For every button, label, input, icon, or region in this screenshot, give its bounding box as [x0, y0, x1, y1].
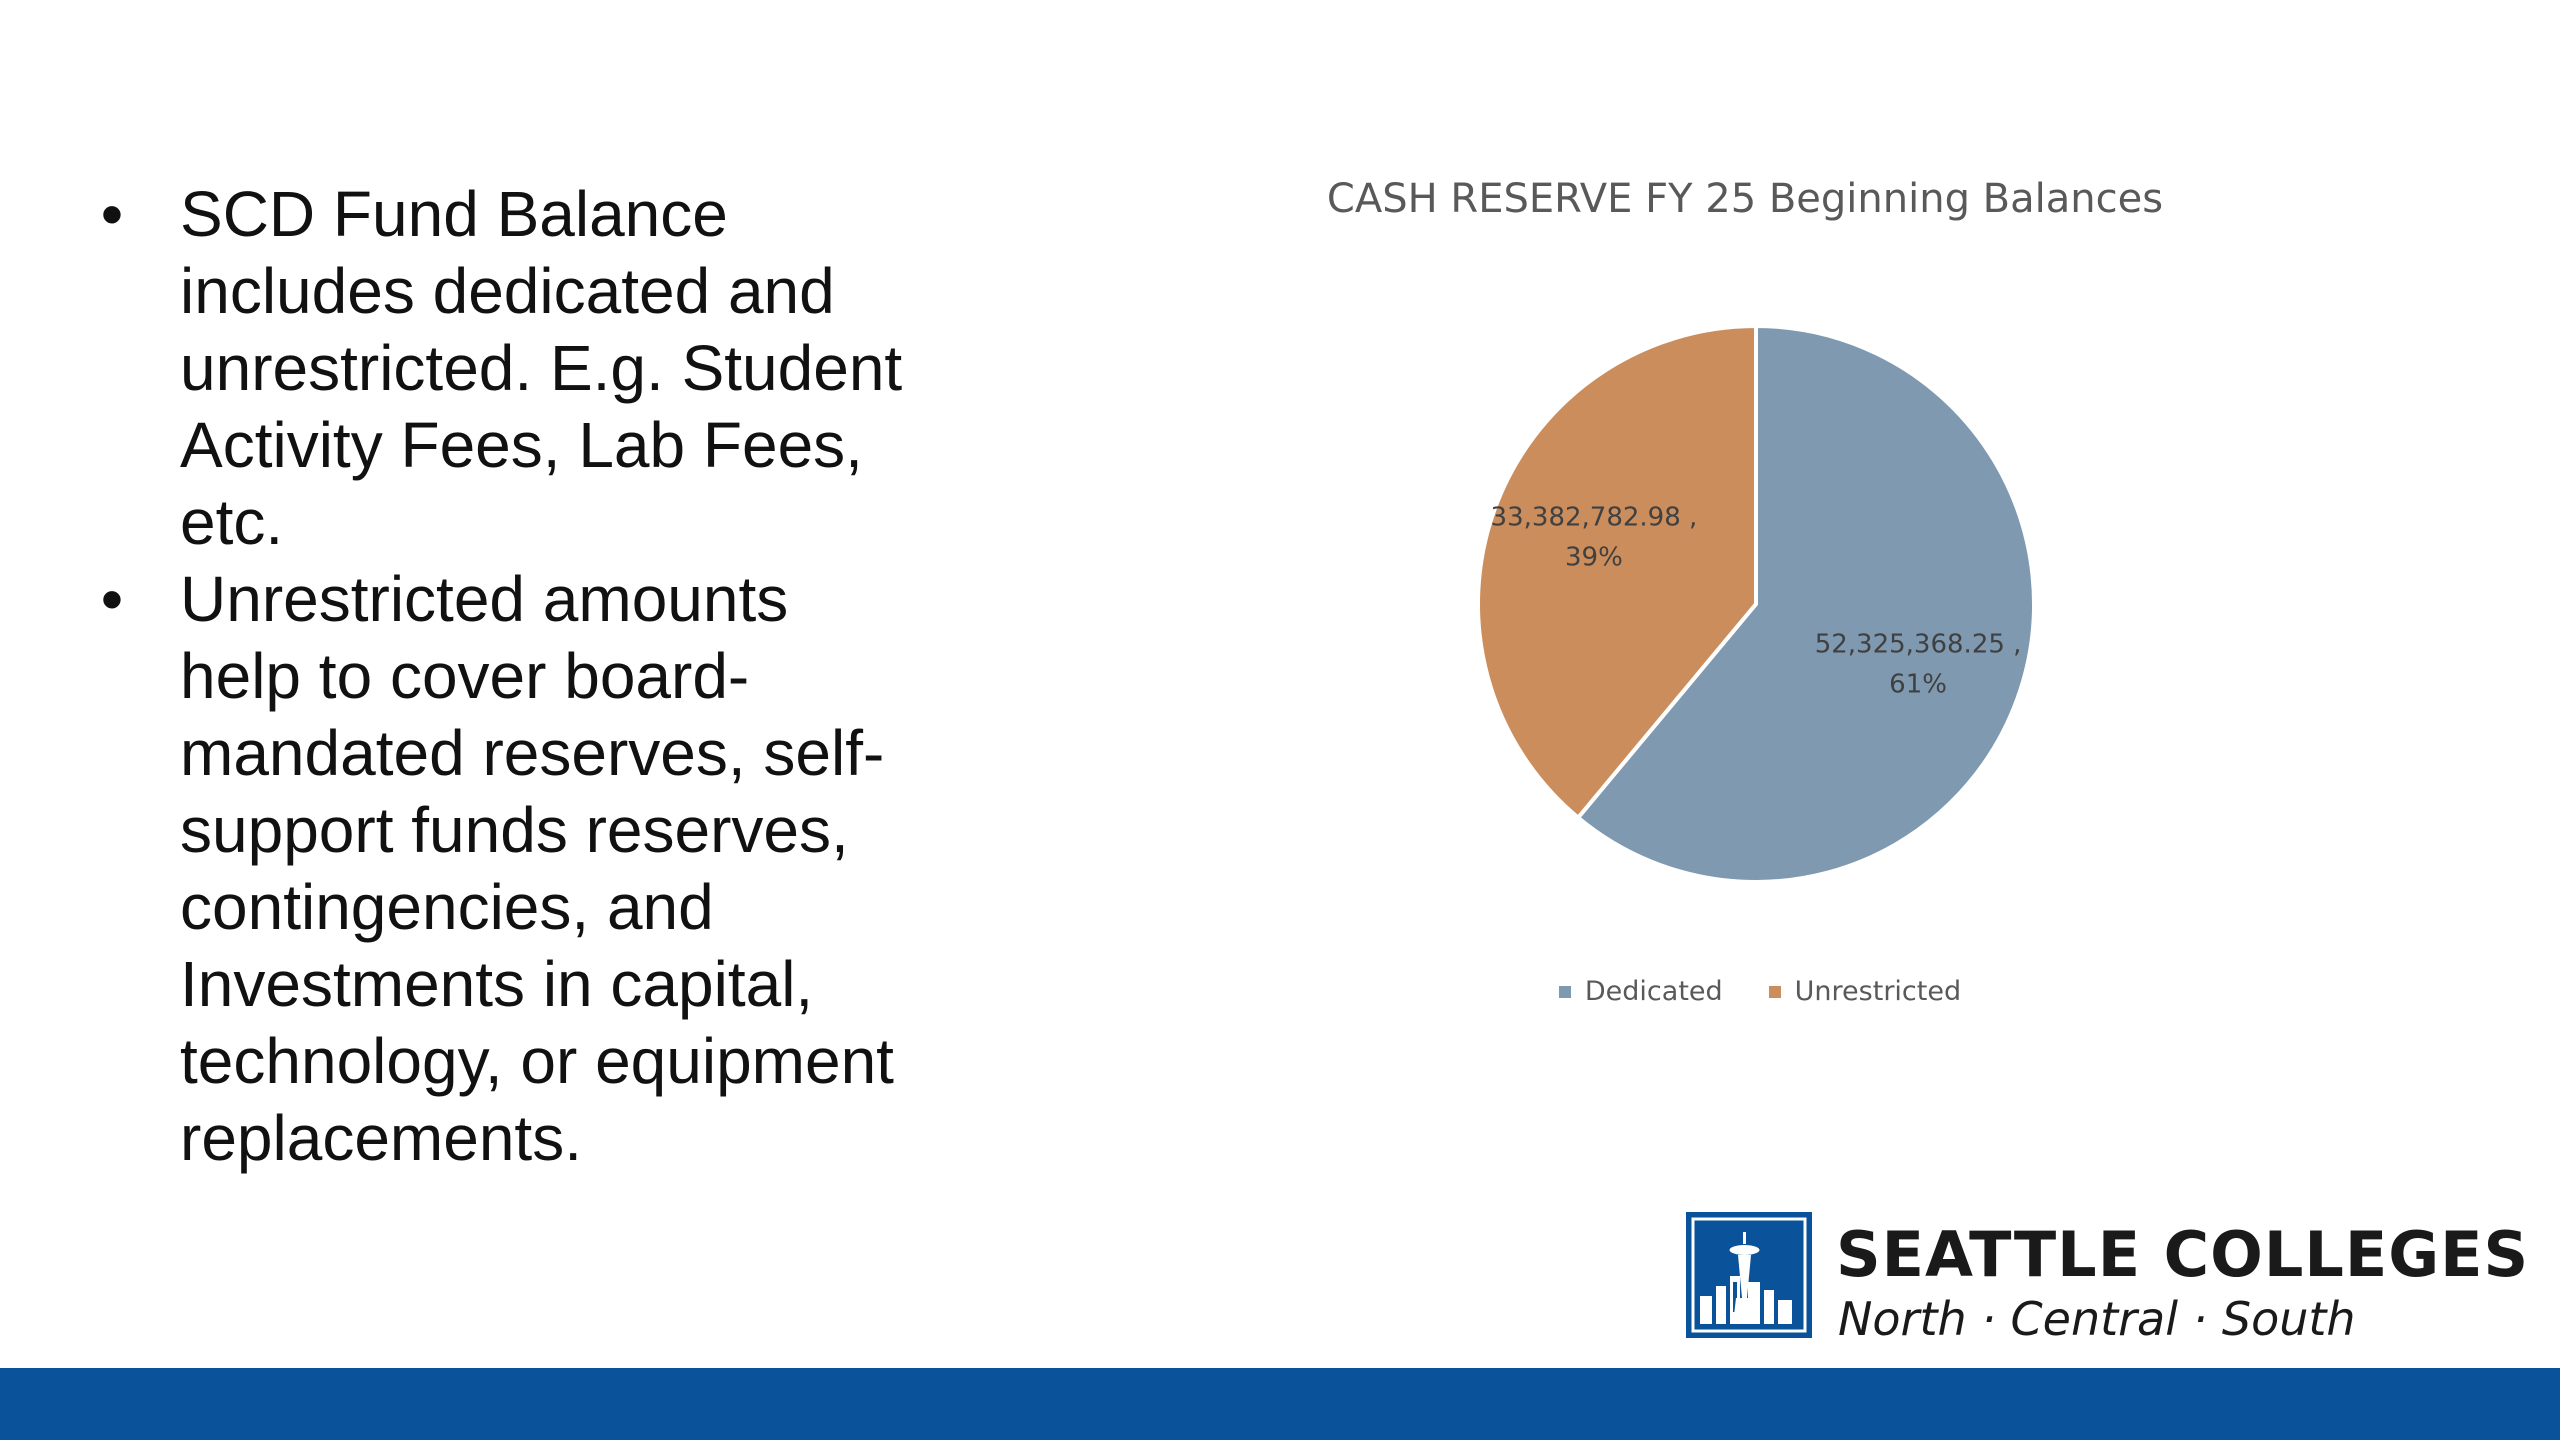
footer-bar	[0, 1368, 2560, 1440]
logo-wordmark: SEATTLE COLLEGES	[1836, 1218, 2530, 1291]
data-label-dedicated: 52,325,368.25 , 61%	[1815, 630, 2022, 700]
data-label-unrestricted: 33,382,782.98 , 39%	[1491, 502, 1698, 572]
bullet-item: • SCD Fund Balance includes dedicated an…	[92, 176, 922, 561]
bullet-list: • SCD Fund Balance includes dedicated an…	[92, 176, 922, 1177]
legend-label-dedicated: Dedicated	[1584, 976, 1723, 1007]
bullet-text: Unrestricted amounts help to cover board…	[180, 563, 894, 1174]
legend-label-unrestricted: Unrestricted	[1794, 976, 1962, 1007]
space-needle-logo-icon	[1686, 1212, 1812, 1338]
pie-slice-unrestricted	[1476, 323, 1758, 821]
chart-legend: Dedicated Unrestricted	[1400, 976, 2120, 1007]
bullet-text: SCD Fund Balance includes dedicated and …	[180, 178, 903, 558]
seattle-colleges-logo: SEATTLE COLLEGES North · Central · South	[1686, 1210, 2528, 1346]
legend-swatch-dedicated	[1558, 985, 1571, 998]
legend-item-dedicated: Dedicated	[1558, 976, 1723, 1007]
legend-swatch-unrestricted	[1768, 985, 1781, 998]
bullet-symbol: •	[100, 178, 124, 250]
bullet-item: • Unrestricted amounts help to cover boa…	[92, 561, 922, 1177]
pie-slice-dedicated	[1575, 323, 2036, 884]
bullet-symbol: •	[100, 563, 124, 635]
logo-subtitle: North · Central · South	[1838, 1292, 2356, 1346]
chart-title: CASH RESERVE FY 25 Beginning Balances	[1326, 176, 2164, 222]
legend-item-unrestricted: Unrestricted	[1768, 976, 1962, 1007]
